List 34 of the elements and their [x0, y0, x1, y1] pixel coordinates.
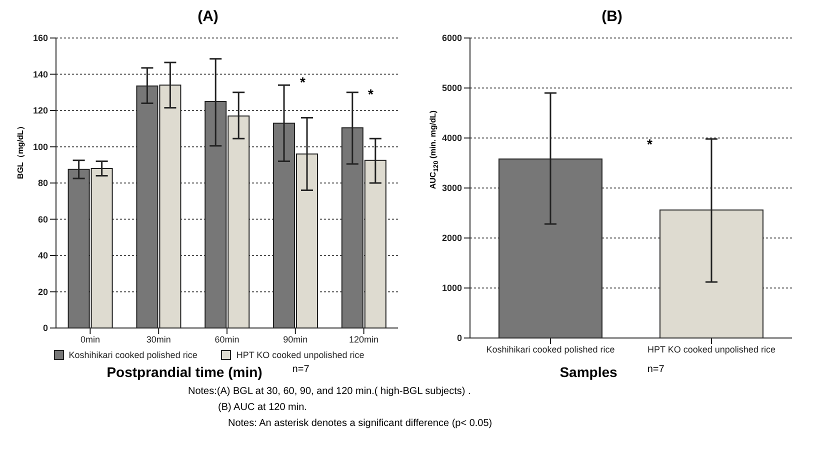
y-tick-label: 3000 [442, 183, 462, 194]
annotation: * [368, 86, 374, 102]
y-tick-label: 20 [38, 286, 48, 297]
y-axis-title: BGL（mg/dL） [14, 122, 26, 178]
y-tick-label: 40 [38, 250, 48, 261]
text: n=7 [647, 364, 664, 377]
x-tick-label: 30min [146, 334, 171, 344]
y-tick-label: 0 [42, 323, 48, 334]
y-tick-label: 0 [456, 333, 462, 344]
x-tick-label: 0min [80, 334, 100, 344]
y-tick-label: 4000 [442, 133, 462, 144]
x-tick-label: 120min [349, 334, 379, 344]
text: Notes: An asterisk denotes a significant difference (p< 0.05) [227, 417, 494, 431]
y-tick-label: 60 [38, 214, 48, 224]
x-tick-label: 90min [283, 334, 308, 344]
text: (B) AUC at 120 min. [217, 401, 308, 415]
y-tick-label: 160 [32, 33, 48, 44]
annotation: * [300, 74, 306, 90]
chart-title: (B) [600, 8, 624, 27]
y-tick-label: 120 [32, 106, 48, 116]
x-axis-title: Samples [560, 364, 618, 380]
y-tick-label: 80 [38, 178, 48, 188]
text: n=7 [292, 364, 310, 377]
y-tick-label: 100 [32, 142, 48, 152]
chart-title: (A) [196, 8, 220, 27]
y-tick-label: 1000 [442, 283, 462, 294]
text: Notes:(A) BGL at 30, 60, 90, and 120 min.( high-BGL subjects) . [188, 385, 472, 399]
x-axis-title: Postprandial time (min) [106, 364, 262, 380]
y-tick-label: 140 [32, 69, 48, 80]
y-tick-label: 6000 [442, 33, 462, 44]
x-tick-label: 60min [214, 334, 240, 344]
y-tick-label: 5000 [442, 83, 462, 94]
y-tick-label: 2000 [442, 233, 462, 244]
annotation: * [647, 136, 652, 152]
